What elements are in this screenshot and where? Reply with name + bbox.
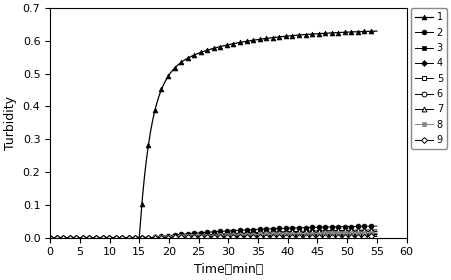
6 — [202, 235, 208, 239]
1 — [47, 236, 53, 239]
3 — [315, 233, 321, 236]
8 — [242, 233, 247, 237]
4 — [242, 234, 247, 237]
8 — [366, 231, 372, 235]
4 — [47, 236, 53, 239]
Line: 5: 5 — [48, 229, 379, 240]
2 — [205, 230, 210, 234]
5 — [315, 230, 321, 234]
6 — [242, 234, 247, 238]
2 — [224, 229, 230, 233]
1 — [315, 32, 321, 35]
2 — [47, 236, 53, 239]
1 — [202, 49, 208, 52]
Line: 7: 7 — [48, 227, 379, 240]
5 — [242, 232, 247, 235]
9 — [374, 235, 380, 238]
3 — [205, 234, 210, 238]
Line: 3: 3 — [48, 231, 379, 240]
5 — [47, 236, 53, 239]
6 — [366, 234, 372, 237]
X-axis label: Time（min）: Time（min） — [194, 263, 263, 276]
9 — [315, 235, 321, 238]
2 — [202, 231, 208, 234]
9 — [366, 235, 372, 238]
7 — [242, 231, 247, 235]
4 — [224, 234, 230, 238]
1 — [366, 30, 372, 33]
4 — [374, 233, 380, 236]
Y-axis label: Turbidity: Turbidity — [4, 96, 17, 150]
7 — [224, 232, 230, 235]
6 — [224, 235, 230, 238]
3 — [374, 232, 380, 235]
3 — [224, 234, 230, 237]
4 — [315, 233, 321, 237]
5 — [374, 230, 380, 233]
5 — [205, 234, 210, 237]
9 — [205, 235, 210, 239]
5 — [202, 234, 208, 237]
7 — [315, 229, 321, 233]
2 — [366, 225, 372, 228]
8 — [315, 232, 321, 235]
7 — [374, 228, 380, 232]
1 — [374, 29, 380, 33]
2 — [242, 228, 247, 232]
6 — [47, 236, 53, 239]
3 — [202, 234, 208, 238]
1 — [205, 48, 210, 52]
3 — [47, 236, 53, 239]
9 — [242, 235, 247, 239]
Line: 6: 6 — [48, 233, 379, 240]
1 — [242, 40, 247, 43]
9 — [202, 235, 208, 239]
4 — [366, 233, 372, 236]
6 — [315, 234, 321, 237]
8 — [202, 234, 208, 237]
Line: 9: 9 — [48, 234, 379, 240]
5 — [366, 230, 372, 233]
7 — [205, 233, 210, 236]
2 — [374, 224, 380, 228]
8 — [47, 236, 53, 239]
8 — [205, 234, 210, 237]
5 — [224, 233, 230, 236]
Line: 1: 1 — [48, 29, 379, 240]
7 — [366, 228, 372, 232]
7 — [202, 233, 208, 237]
6 — [374, 233, 380, 237]
1 — [224, 43, 230, 47]
3 — [242, 234, 247, 237]
3 — [366, 232, 372, 235]
4 — [202, 235, 208, 238]
4 — [205, 235, 210, 238]
Line: 4: 4 — [48, 232, 379, 240]
Line: 8: 8 — [48, 230, 379, 240]
7 — [47, 236, 53, 239]
8 — [224, 234, 230, 237]
6 — [205, 235, 210, 238]
2 — [315, 226, 321, 229]
9 — [224, 235, 230, 239]
8 — [374, 231, 380, 235]
9 — [47, 236, 53, 239]
Legend: 1, 2, 3, 4, 5, 6, 7, 8, 9: 1, 2, 3, 4, 5, 6, 7, 8, 9 — [411, 8, 447, 149]
Line: 2: 2 — [48, 224, 379, 240]
